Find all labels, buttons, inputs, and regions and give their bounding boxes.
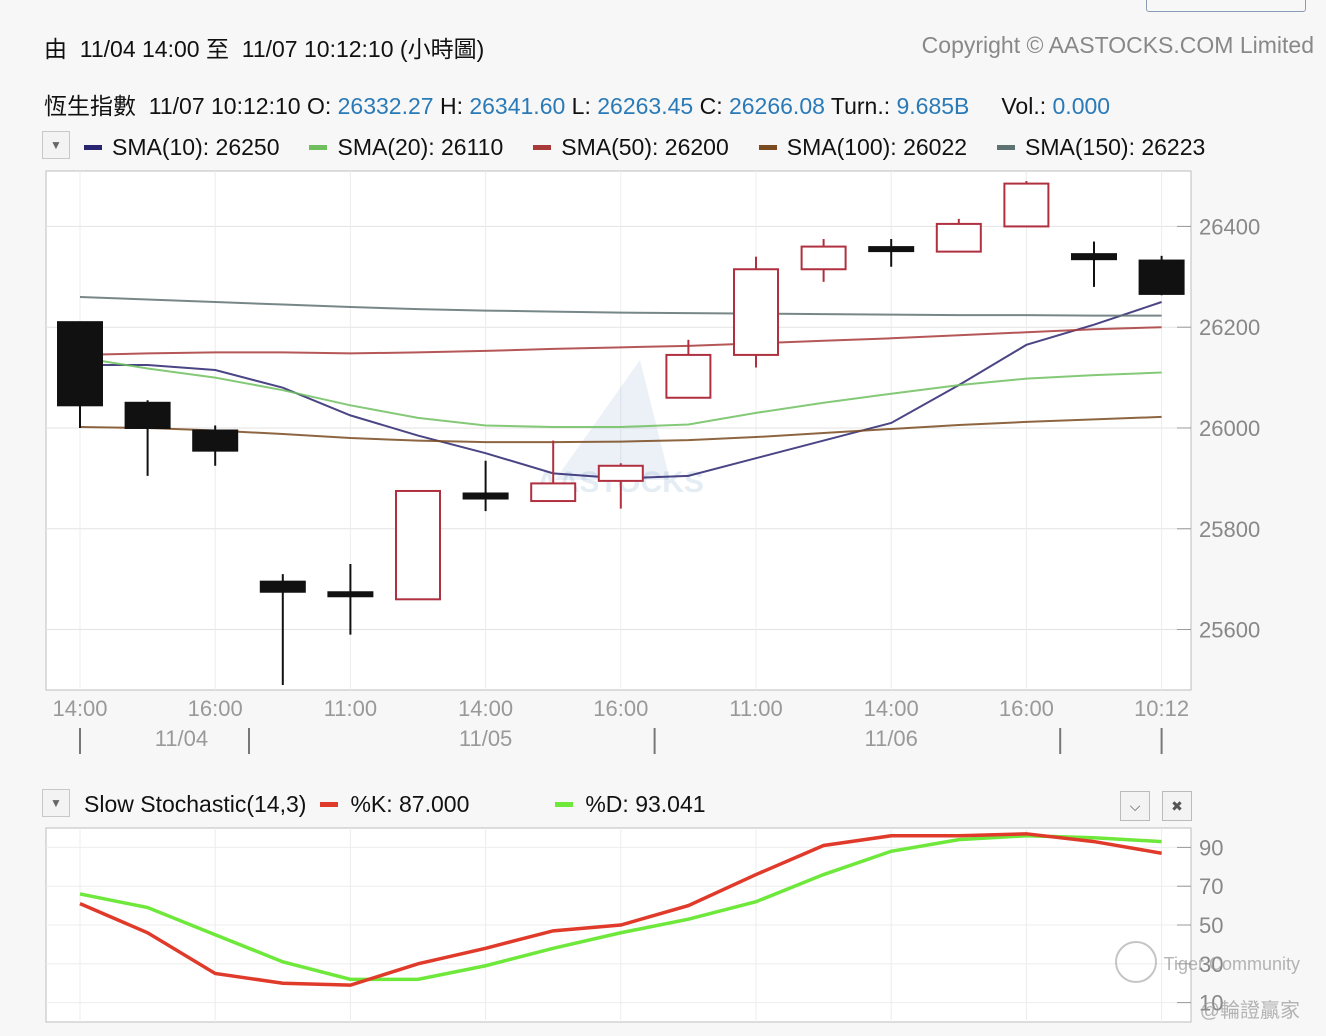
- candle-body: [1138, 259, 1185, 295]
- stochastic-title: Slow Stochastic(14,3): [84, 791, 307, 817]
- stochastic-tick-label: 70: [1199, 874, 1223, 899]
- index-name-time: 恆生指數 11/07 10:12:10: [44, 93, 307, 119]
- candle-body: [597, 464, 644, 482]
- stochastic-tick-label: 50: [1199, 913, 1223, 938]
- close-value: 26266.08: [728, 93, 825, 119]
- watermark-logo: [555, 360, 670, 480]
- candle-body: [192, 429, 239, 452]
- x-tick-label: 16:00: [593, 696, 648, 721]
- community-logo-icon: [1115, 941, 1157, 983]
- x-tick-label: 14:00: [52, 696, 107, 721]
- legend-label: SMA(20): 26110: [337, 134, 504, 160]
- x-tick-label: 14:00: [458, 696, 513, 721]
- candle-body: [935, 222, 982, 253]
- volume-value: 0.000: [1052, 93, 1111, 119]
- candle-body: [259, 580, 306, 593]
- candle-body: [124, 401, 171, 429]
- legend-swatch: [309, 145, 328, 150]
- indicator-menu-button[interactable]: ▼: [42, 789, 70, 817]
- quote-info: 恆生指數 11/07 10:12:10 O: 26332.27 H: 26341…: [44, 93, 1111, 119]
- y-tick-label: 26200: [1199, 315, 1260, 340]
- x-tick-label: 11:00: [729, 696, 782, 721]
- legend-label: SMA(100): 26022: [786, 134, 968, 160]
- y-tick-label: 25800: [1199, 517, 1260, 542]
- x-tick-label: 14:00: [864, 696, 919, 721]
- candle-body: [1003, 182, 1050, 228]
- open-value: 26332.27: [337, 93, 434, 119]
- date-label: 11/05: [459, 726, 512, 751]
- candle-body: [868, 246, 915, 253]
- d-label: %D: 93.041: [585, 791, 706, 817]
- legend-swatch: [997, 145, 1016, 150]
- legend-item-sma-0: SMA(10): 26250: [84, 134, 279, 161]
- legend-swatch: [533, 145, 552, 150]
- close-indicator-button[interactable]: ✖: [1162, 791, 1192, 821]
- stochastic-tick-label: 10: [1199, 991, 1223, 1016]
- copyright-text: Copyright © AASTOCKS.COM Limited: [921, 32, 1314, 58]
- x-tick-label: 16:00: [999, 696, 1054, 721]
- y-tick-label: 25600: [1199, 618, 1260, 643]
- sma-line: [79, 326, 1162, 356]
- collapse-indicator-button[interactable]: ⌵: [1120, 791, 1150, 821]
- d-swatch: [555, 802, 574, 807]
- candle-body: [57, 321, 103, 407]
- overlay-menu-button[interactable]: ▼: [42, 131, 70, 159]
- k-swatch: [320, 802, 339, 807]
- d-line: [79, 834, 1162, 982]
- legend-label: SMA(10): 26250: [112, 134, 280, 160]
- candle-body: [395, 489, 441, 601]
- sma-line: [79, 415, 1162, 444]
- k-label: %K: 87.000: [350, 791, 470, 817]
- legend-swatch: [84, 145, 102, 150]
- stochastic-legend: Slow Stochastic(14,3) %K: 87.000 %D: 93.…: [84, 791, 706, 818]
- candle-body: [1071, 253, 1117, 261]
- legend-item-sma-4: SMA(150): 26223: [997, 134, 1205, 161]
- legend-item-sma-2: SMA(50): 26200: [533, 134, 729, 161]
- x-tick-label: 16:00: [188, 696, 243, 721]
- y-tick-label: 26000: [1199, 416, 1260, 441]
- community-watermark: Tiger Community: [1163, 954, 1300, 974]
- legend-label: SMA(50): 26200: [561, 134, 729, 160]
- legend-label: SMA(150): 26223: [1025, 134, 1206, 160]
- legend-swatch: [758, 145, 777, 150]
- low-value: 26263.45: [597, 93, 694, 119]
- date-label: 11/06: [864, 726, 917, 751]
- candle-body: [327, 591, 374, 598]
- sma-line: [79, 356, 1162, 428]
- handle-watermark: @輪證贏家: [1199, 1000, 1300, 1022]
- candle-body: [665, 353, 712, 399]
- candle-body: [800, 245, 847, 271]
- x-tick-label: 10:12: [1134, 696, 1189, 721]
- x-tick-label: 11:00: [324, 696, 377, 721]
- candle-body: [530, 482, 577, 503]
- legend-item-sma-1: SMA(20): 26110: [309, 134, 503, 161]
- date-label: 11/04: [155, 726, 208, 751]
- date-range-label: 由 11/04 14:00 至 11/07 10:12:10 (小時圖): [44, 36, 485, 62]
- high-value: 26341.60: [469, 93, 566, 119]
- y-tick-label: 26400: [1199, 214, 1260, 239]
- legend-item-sma-3: SMA(100): 26022: [758, 134, 968, 161]
- candle-body: [733, 268, 779, 356]
- candle-body: [462, 492, 509, 500]
- turnover-value: 9.685B: [896, 93, 970, 119]
- top-toolbar[interactable]: [1146, 0, 1306, 12]
- sma-line: [79, 295, 1162, 317]
- stochastic-tick-label: 30: [1199, 952, 1223, 977]
- sma-legend: SMA(10): 26250 SMA(20): 26110 SMA(50): 262…: [84, 134, 1235, 161]
- stochastic-tick-label: 90: [1199, 835, 1223, 860]
- k-line: [79, 832, 1162, 987]
